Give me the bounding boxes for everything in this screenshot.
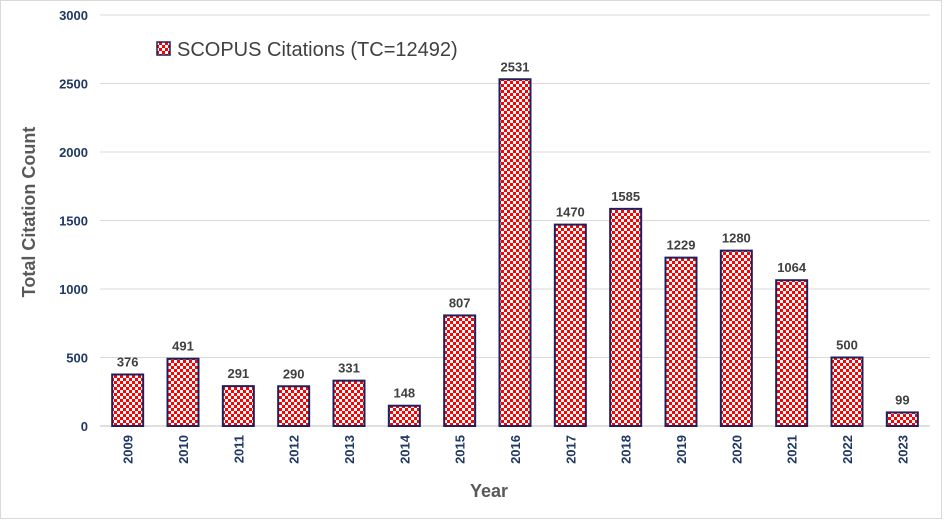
bar-2014 bbox=[387, 404, 421, 427]
legend-label: SCOPUS Citations (TC=12492) bbox=[177, 39, 458, 61]
data-label-2017: 1470 bbox=[556, 205, 585, 220]
data-label-2011: 291 bbox=[227, 366, 249, 381]
bar-2017 bbox=[553, 223, 587, 427]
y-axis-ticks: 0 500 1000 1500 2000 2500 3000 bbox=[59, 8, 88, 434]
x-tick-label-2018: 2018 bbox=[619, 435, 634, 464]
y-tick-label: 3000 bbox=[59, 8, 88, 23]
data-label-2022: 500 bbox=[836, 338, 858, 353]
bar-2011 bbox=[221, 385, 255, 427]
x-tick-label-2019: 2019 bbox=[674, 435, 689, 464]
data-label-2014: 148 bbox=[393, 386, 415, 401]
data-label-2016: 2531 bbox=[501, 59, 530, 74]
data-label-2009: 376 bbox=[117, 354, 139, 369]
x-tick-label-2010: 2010 bbox=[176, 435, 191, 464]
data-label-2018: 1585 bbox=[611, 189, 640, 204]
x-tick-label-2022: 2022 bbox=[840, 435, 855, 464]
bar-2013 bbox=[332, 379, 366, 428]
bar-2016 bbox=[498, 78, 532, 428]
y-tick-label: 2500 bbox=[59, 77, 88, 92]
bar-2010 bbox=[166, 357, 200, 427]
x-tick-label-2017: 2017 bbox=[563, 435, 578, 464]
x-tick-label-2011: 2011 bbox=[231, 435, 246, 463]
y-tick-label: 1500 bbox=[59, 214, 88, 229]
y-tick-label: 1000 bbox=[59, 282, 88, 297]
data-labels: 376 491 291 290 331 148 807 2531 1470 1585 1229 128… bbox=[117, 59, 910, 407]
bar-2015 bbox=[443, 314, 477, 428]
x-tick-label-2015: 2015 bbox=[453, 435, 468, 464]
y-tick-label: 500 bbox=[66, 351, 88, 366]
y-axis-title: Total Citation Count bbox=[19, 127, 39, 298]
bars bbox=[111, 78, 919, 428]
bar-2009 bbox=[111, 373, 145, 428]
bar-2020 bbox=[719, 249, 753, 427]
data-label-2021: 1064 bbox=[777, 260, 807, 275]
legend-swatch bbox=[156, 41, 171, 56]
bar-2023 bbox=[885, 411, 919, 428]
bar-2019 bbox=[664, 256, 698, 428]
data-label-2020: 1280 bbox=[722, 231, 751, 246]
bar-2018 bbox=[609, 207, 643, 427]
data-label-2010: 491 bbox=[172, 339, 194, 354]
data-label-2013: 331 bbox=[338, 361, 360, 376]
x-tick-label-2023: 2023 bbox=[895, 435, 910, 464]
x-tick-label-2014: 2014 bbox=[397, 434, 412, 464]
x-axis-ticks: 2009 2010 2011 2012 2013 2014 2015 2016 2017 2018… bbox=[121, 434, 911, 464]
bar-2021 bbox=[775, 279, 809, 427]
x-axis-title: Year bbox=[470, 481, 508, 501]
data-label-2012: 290 bbox=[283, 366, 305, 381]
x-tick-label-2012: 2012 bbox=[287, 435, 302, 464]
x-tick-label-2016: 2016 bbox=[508, 435, 523, 464]
x-tick-label-2020: 2020 bbox=[729, 435, 744, 464]
bar-2012 bbox=[277, 385, 311, 427]
y-tick-label: 0 bbox=[81, 419, 88, 434]
bar-2022 bbox=[830, 356, 864, 427]
x-tick-label-2009: 2009 bbox=[121, 435, 136, 464]
x-tick-label-2021: 2021 bbox=[785, 435, 800, 464]
x-tick-label-2013: 2013 bbox=[342, 435, 357, 464]
y-tick-label: 2000 bbox=[59, 145, 88, 160]
legend: SCOPUS Citations (TC=12492) bbox=[156, 39, 458, 61]
data-label-2019: 1229 bbox=[667, 238, 696, 253]
data-label-2015: 807 bbox=[449, 295, 471, 310]
data-label-2023: 99 bbox=[895, 392, 909, 407]
